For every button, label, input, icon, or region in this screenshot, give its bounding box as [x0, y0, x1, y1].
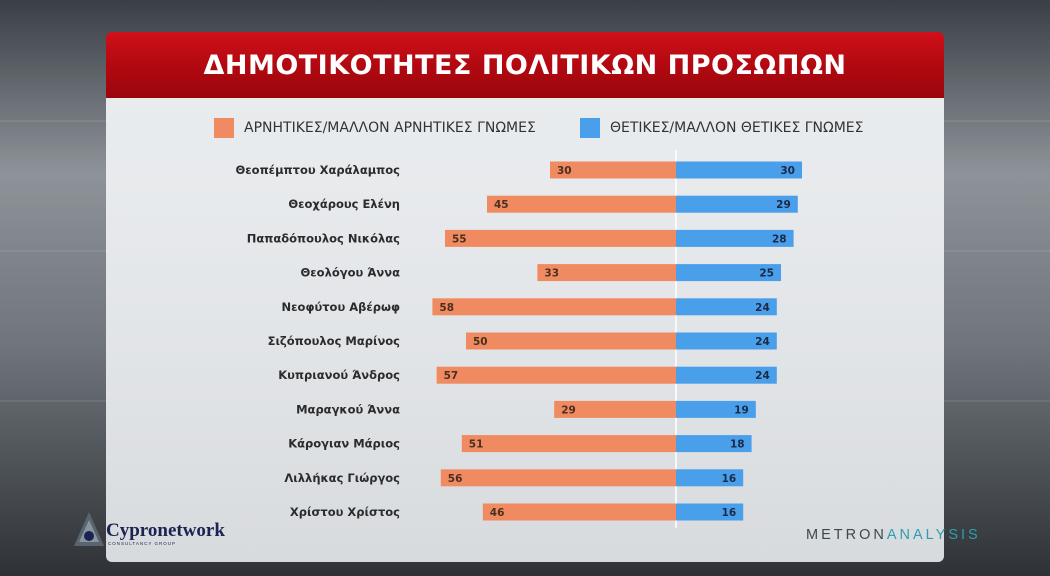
bar-positive [676, 332, 777, 350]
category-label: Θεολόγου Άννα [301, 266, 401, 280]
bar-positive [676, 195, 798, 213]
bar-positive [676, 229, 794, 247]
bar-negative [440, 469, 676, 487]
bar-positive [676, 400, 756, 418]
legend-positive-swatch [580, 118, 600, 138]
category-label: Σιζόπουλος Μαρίνος [268, 334, 401, 348]
legend-positive: ΘΕΤΙΚΕΣ/ΜΑΛΛΟΝ ΘΕΤΙΚΕΣ ΓΝΩΜΕΣ [580, 118, 864, 138]
bar-positive [676, 298, 777, 316]
data-label-positive: 24 [755, 336, 770, 348]
category-label: Παπαδόπουλος Νικόλας [247, 231, 400, 245]
bar-negative [445, 229, 676, 247]
bar-positive [676, 435, 752, 453]
data-label-negative: 29 [561, 404, 576, 416]
data-label-positive: 24 [755, 370, 770, 382]
data-label-negative: 30 [557, 165, 572, 177]
bar-negative [436, 366, 676, 384]
cypronetwork-triangle-logo-icon [74, 512, 104, 546]
category-label: Χρίστου Χρίστος [290, 505, 400, 519]
bar-negative [432, 298, 676, 316]
bar-positive [676, 366, 777, 384]
category-label: Λιλλήκας Γιώργος [284, 471, 400, 485]
category-label: Μαραγκού Άννα [296, 402, 400, 416]
category-label: Κάρογιαν Μάριος [288, 437, 400, 451]
title-bar: ΔΗΜΟΤΙΚΟΤΗΤΕΣ ΠΟΛΙΤΙΚΩΝ ΠΡΟΣΩΠΩΝ [106, 32, 944, 98]
legend-negative-swatch [214, 118, 234, 138]
data-label-positive: 25 [759, 268, 774, 280]
bar-positive [676, 469, 744, 487]
legend-negative: ΑΡΝΗΤΙΚΕΣ/ΜΑΛΛΟΝ ΑΡΝΗΤΙΚΕΣ ΓΝΩΜΕΣ [214, 118, 536, 138]
data-label-negative: 50 [473, 336, 488, 348]
chart-title: ΔΗΜΟΤΙΚΟΤΗΤΕΣ ΠΟΛΙΤΙΚΩΝ ΠΡΟΣΩΠΩΝ [203, 49, 847, 81]
data-label-negative: 57 [444, 370, 459, 382]
metron-wordmark: METRON [806, 527, 887, 543]
cypronetwork-wordmark: Cypronetwork [106, 520, 225, 541]
data-label-positive: 16 [722, 507, 737, 519]
data-label-negative: 56 [448, 473, 463, 485]
metron-analysis-logo: METRONANALYSIS [806, 527, 981, 543]
data-label-positive: 18 [730, 439, 745, 451]
bar-positive [676, 503, 744, 521]
analysis-wordmark: ANALYSIS [886, 527, 981, 543]
bar-negative [554, 400, 676, 418]
category-label: Νεοφύτου Αβέρωφ [282, 300, 400, 314]
data-label-positive: 30 [780, 165, 795, 177]
bar-positive [676, 264, 781, 282]
bar-negative [461, 435, 676, 453]
bar-negative [466, 332, 676, 350]
cypronetwork-subtitle: CONSULTANCY GROUP [108, 541, 177, 546]
bar-negative [487, 195, 676, 213]
data-label-positive: 29 [776, 199, 791, 211]
data-label-negative: 46 [490, 507, 505, 519]
data-label-negative: 58 [439, 302, 454, 314]
category-label: Θεοχάρους Ελένη [288, 197, 400, 211]
data-label-negative: 51 [469, 439, 484, 451]
data-label-positive: 19 [734, 404, 749, 416]
data-label-negative: 45 [494, 199, 509, 211]
cypronetwork-logo: Cypronetwork CONSULTANCY GROUP [74, 512, 225, 546]
bar-negative [537, 264, 676, 282]
category-label: Θεοπέμπτου Χαράλαμπος [236, 163, 401, 177]
data-label-negative: 33 [544, 268, 559, 280]
legend-positive-label: ΘΕΤΙΚΕΣ/ΜΑΛΛΟΝ ΘΕΤΙΚΕΣ ΓΝΩΜΕΣ [610, 120, 864, 136]
legend-negative-label: ΑΡΝΗΤΙΚΕΣ/ΜΑΛΛΟΝ ΑΡΝΗΤΙΚΕΣ ΓΝΩΜΕΣ [244, 120, 536, 136]
bar-positive [676, 161, 802, 179]
bar-negative [550, 161, 676, 179]
data-label-positive: 24 [755, 302, 770, 314]
data-label-negative: 55 [452, 233, 467, 245]
data-label-positive: 16 [722, 473, 737, 485]
category-label: Κυπριανού Άνδρος [278, 368, 400, 382]
data-label-positive: 28 [772, 233, 787, 245]
bar-negative [482, 503, 676, 521]
